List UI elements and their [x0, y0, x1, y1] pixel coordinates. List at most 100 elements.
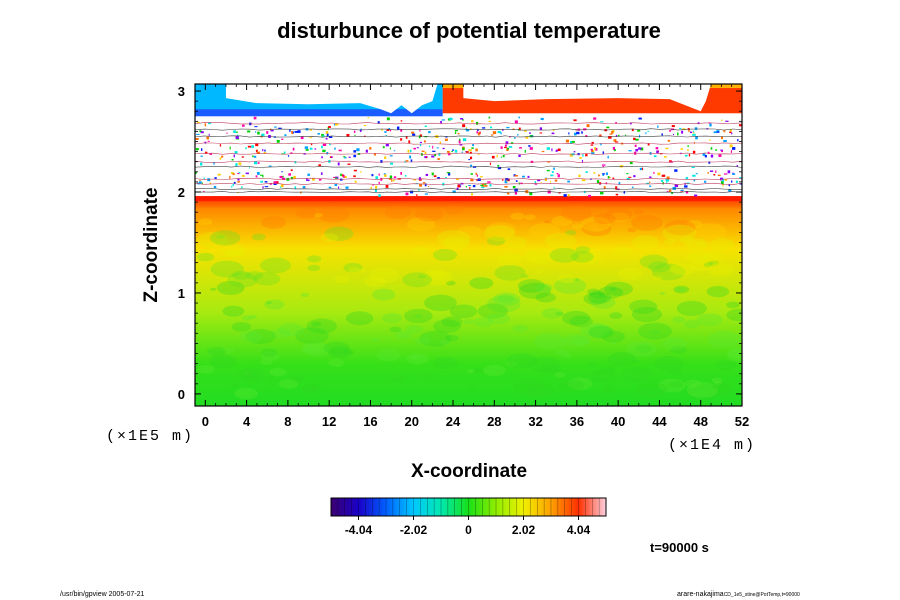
y-tick-label: 2 [178, 185, 185, 200]
noise-pixel [550, 174, 554, 177]
noise-pixel [418, 135, 421, 139]
noise-pixel [667, 139, 671, 142]
noise-pixel [517, 134, 519, 136]
noise-pixel [273, 181, 277, 184]
noise-pixel [555, 149, 558, 152]
noise-pixel [514, 191, 518, 195]
field-texture [688, 259, 713, 272]
noise-pixel [370, 186, 372, 190]
field-texture [670, 345, 687, 355]
field-texture [432, 248, 458, 261]
noise-pixel [262, 148, 264, 152]
noise-pixel [314, 148, 317, 150]
noise-pixel [534, 183, 538, 185]
noise-pixel [591, 152, 595, 155]
field-texture [706, 382, 734, 397]
noise-pixel [241, 186, 243, 188]
noise-pixel [553, 167, 555, 170]
contour-line [195, 160, 742, 163]
noise-pixel [524, 130, 527, 132]
field-texture [245, 328, 276, 344]
field-texture [231, 322, 252, 332]
field-texture [535, 292, 556, 303]
noise-pixel [380, 160, 383, 163]
noise-pixel [294, 160, 297, 164]
noise-pixel [475, 148, 478, 152]
noise-pixel [309, 129, 312, 131]
field-texture [402, 272, 432, 288]
field-texture [654, 356, 684, 371]
noise-pixel [255, 131, 257, 133]
noise-pixel [504, 185, 508, 188]
field-texture [648, 261, 671, 273]
noise-pixel [506, 180, 508, 182]
noise-pixel [661, 180, 664, 182]
noise-pixel [628, 150, 632, 152]
noise-pixel [290, 152, 293, 154]
noise-pixel [500, 146, 503, 149]
field-texture [580, 322, 611, 338]
field-texture [668, 368, 684, 376]
noise-pixel [328, 126, 331, 128]
noise-pixel [645, 182, 650, 185]
field-texture [590, 224, 598, 228]
noise-pixel [199, 130, 202, 133]
noise-pixel [334, 147, 336, 150]
noise-pixel [500, 132, 502, 135]
field-texture [664, 219, 696, 236]
noise-pixel [459, 144, 463, 146]
noise-pixel [688, 130, 690, 133]
noise-pixel [551, 132, 555, 135]
x-tick-label: 28 [487, 414, 501, 429]
noise-pixel [497, 164, 500, 167]
noise-pixel [607, 155, 609, 159]
noise-pixel [237, 180, 240, 183]
field-texture [278, 323, 304, 337]
noise-pixel [470, 164, 473, 167]
noise-pixel [617, 134, 620, 137]
noise-pixel [356, 148, 360, 152]
field-texture [245, 271, 264, 280]
field-texture [307, 264, 321, 272]
field-texture [565, 230, 577, 236]
noise-pixel [385, 184, 389, 188]
field-texture [230, 383, 240, 388]
noise-pixel [484, 185, 488, 187]
noise-pixel [371, 174, 374, 177]
field-texture [593, 213, 616, 225]
noise-pixel [207, 178, 211, 182]
noise-pixel [554, 179, 558, 182]
heatmap-noise [195, 116, 742, 198]
noise-pixel [612, 146, 615, 150]
noise-pixel [665, 179, 668, 182]
field-texture [251, 233, 266, 241]
noise-pixel [693, 179, 696, 182]
contour-line [195, 165, 742, 168]
field-texture [617, 267, 643, 281]
noise-pixel [206, 136, 209, 140]
noise-pixel [497, 166, 502, 170]
field-band [195, 197, 742, 406]
noise-pixel [446, 172, 450, 174]
field-texture [323, 341, 350, 355]
noise-pixel [666, 176, 670, 180]
field-texture [575, 246, 590, 254]
field-texture [527, 383, 556, 399]
noise-pixel [388, 128, 391, 130]
noise-pixel [695, 136, 698, 140]
noise-pixel [476, 121, 479, 125]
noise-pixel [581, 179, 586, 182]
noise-pixel [455, 178, 459, 180]
field-texture [216, 280, 245, 295]
noise-pixel [514, 136, 516, 139]
noise-pixel [653, 155, 657, 158]
noise-pixel [640, 147, 644, 151]
field-texture [571, 223, 583, 229]
noise-pixel [661, 133, 663, 136]
noise-pixel [375, 176, 379, 180]
noise-pixel [631, 128, 634, 132]
noise-pixel [458, 138, 461, 142]
field-texture [683, 319, 700, 329]
noise-pixel [515, 180, 518, 182]
field-texture [686, 220, 703, 229]
